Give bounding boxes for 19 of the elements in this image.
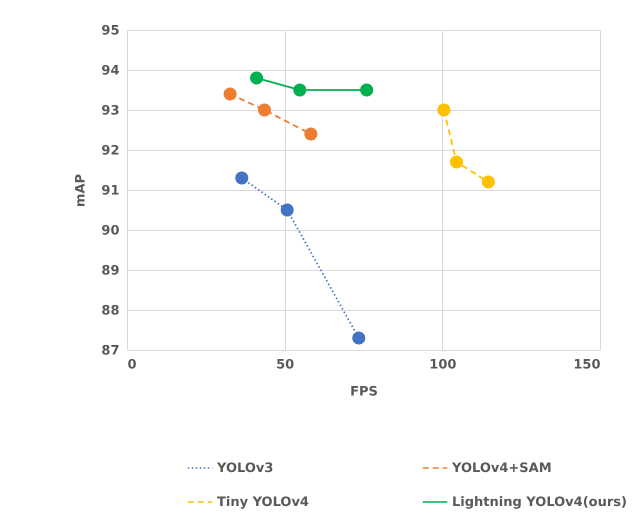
y-axis-title: mAP [73, 174, 88, 208]
legend-label: Lightning YOLOv4(ours) [452, 495, 627, 510]
y-tick-label: 88 [101, 304, 120, 318]
x-tick-label: 50 [276, 358, 294, 372]
y-tick-label: 87 [101, 344, 120, 358]
x-tick-label: 0 [128, 358, 137, 372]
y-tick-label: 94 [101, 64, 120, 78]
x-tick-label: 150 [573, 358, 600, 372]
legend-label: YOLOv4+SAM [451, 461, 552, 476]
x-tick-label: 100 [429, 358, 456, 372]
legend-label: YOLOv3 [216, 461, 274, 476]
x-axis-title: FPS [350, 384, 378, 400]
y-tick-label: 95 [101, 24, 120, 38]
y-tick-label: 93 [101, 104, 120, 118]
y-tick-label: 92 [101, 144, 120, 158]
y-tick-label: 89 [101, 264, 120, 278]
y-tick-label: 91 [101, 184, 120, 198]
y-tick-label: 90 [101, 224, 120, 238]
legend-label: Tiny YOLOv4 [217, 495, 309, 510]
